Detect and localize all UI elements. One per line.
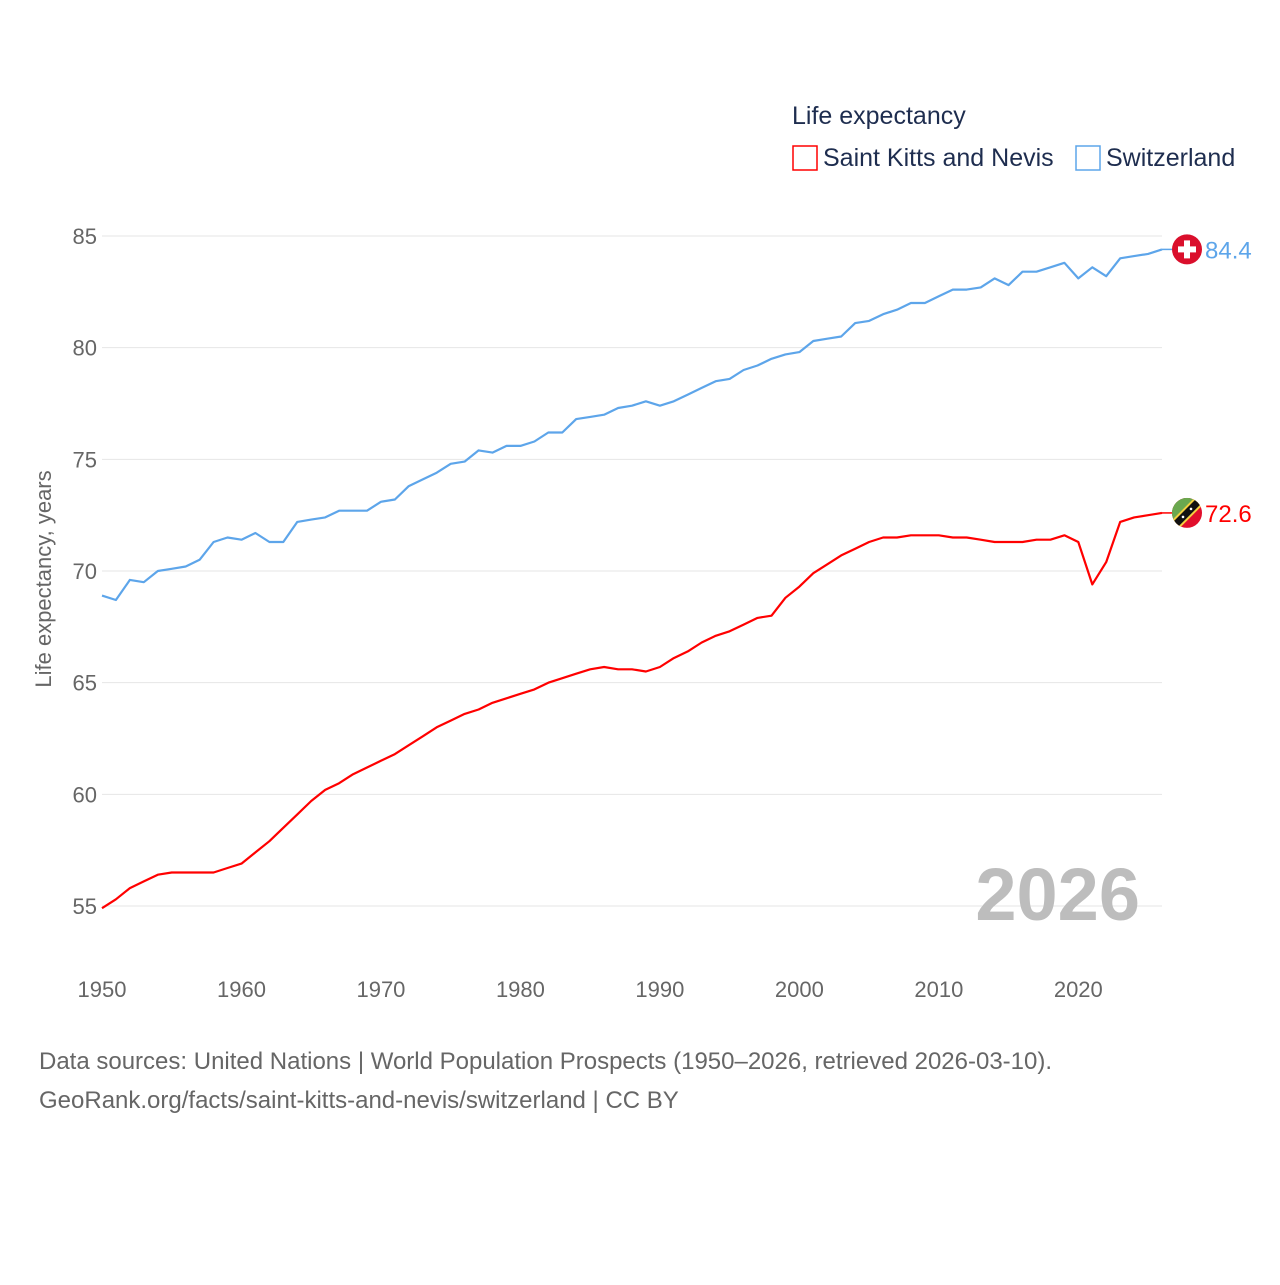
gridlines — [102, 235, 1162, 907]
series-line-saint-kitts-and-nevis — [101, 511, 1163, 910]
footer-sources: Data sources: United Nations | World Pop… — [39, 1048, 1052, 1075]
legend-label: Saint Kitts and Nevis — [823, 144, 1054, 172]
legend-swatch — [792, 145, 818, 171]
y-tick-label: 65 — [73, 671, 97, 696]
end-value-label: 84.4 — [1205, 237, 1252, 264]
x-tick-label: 1960 — [217, 977, 266, 1002]
y-tick-label: 60 — [73, 782, 97, 807]
series-end-markers: 72.6 84.4 — [1162, 234, 1252, 528]
y-tick-label: 55 — [73, 894, 97, 919]
y-tick-label: 70 — [73, 559, 97, 584]
legend-swatch — [1075, 145, 1101, 171]
x-tick-label: 1990 — [635, 977, 684, 1002]
legend-item-saint-kitts-and-nevis[interactable]: Saint Kitts and Nevis — [792, 144, 1054, 172]
y-tick-label: 75 — [73, 447, 97, 472]
y-tick-label: 80 — [73, 336, 97, 361]
end-value-label: 72.6 — [1205, 501, 1252, 528]
y-axis-label: Life expectancy, years — [31, 470, 56, 687]
footer-link[interactable]: GeoRank.org/facts/saint-kitts-and-nevis/… — [39, 1087, 679, 1114]
legend-label: Switzerland — [1106, 144, 1235, 172]
switzerland-flag-icon — [1172, 234, 1202, 265]
x-axis-ticks: 1950 1960 1970 1980 1990 2000 2010 2020 — [78, 977, 1103, 1002]
legend-title: Life expectancy — [792, 102, 966, 130]
x-tick-label: 2000 — [775, 977, 824, 1002]
year-watermark: 2026 — [975, 853, 1140, 936]
series-lines — [101, 248, 1163, 910]
x-tick-label: 1980 — [496, 977, 545, 1002]
saint-kitts-and-nevis-flag-icon — [1172, 497, 1202, 528]
series-line-switzerland — [101, 248, 1163, 602]
x-tick-label: 2010 — [914, 977, 963, 1002]
legend-item-switzerland[interactable]: Switzerland — [1075, 144, 1235, 172]
x-tick-label: 1950 — [78, 977, 127, 1002]
x-tick-label: 2020 — [1054, 977, 1103, 1002]
x-tick-label: 1970 — [356, 977, 405, 1002]
legend: Life expectancy Saint Kitts and Nevis Sw… — [792, 102, 1235, 172]
y-axis-ticks: 55 60 65 70 75 80 85 — [73, 224, 97, 919]
y-tick-label: 85 — [73, 224, 97, 249]
